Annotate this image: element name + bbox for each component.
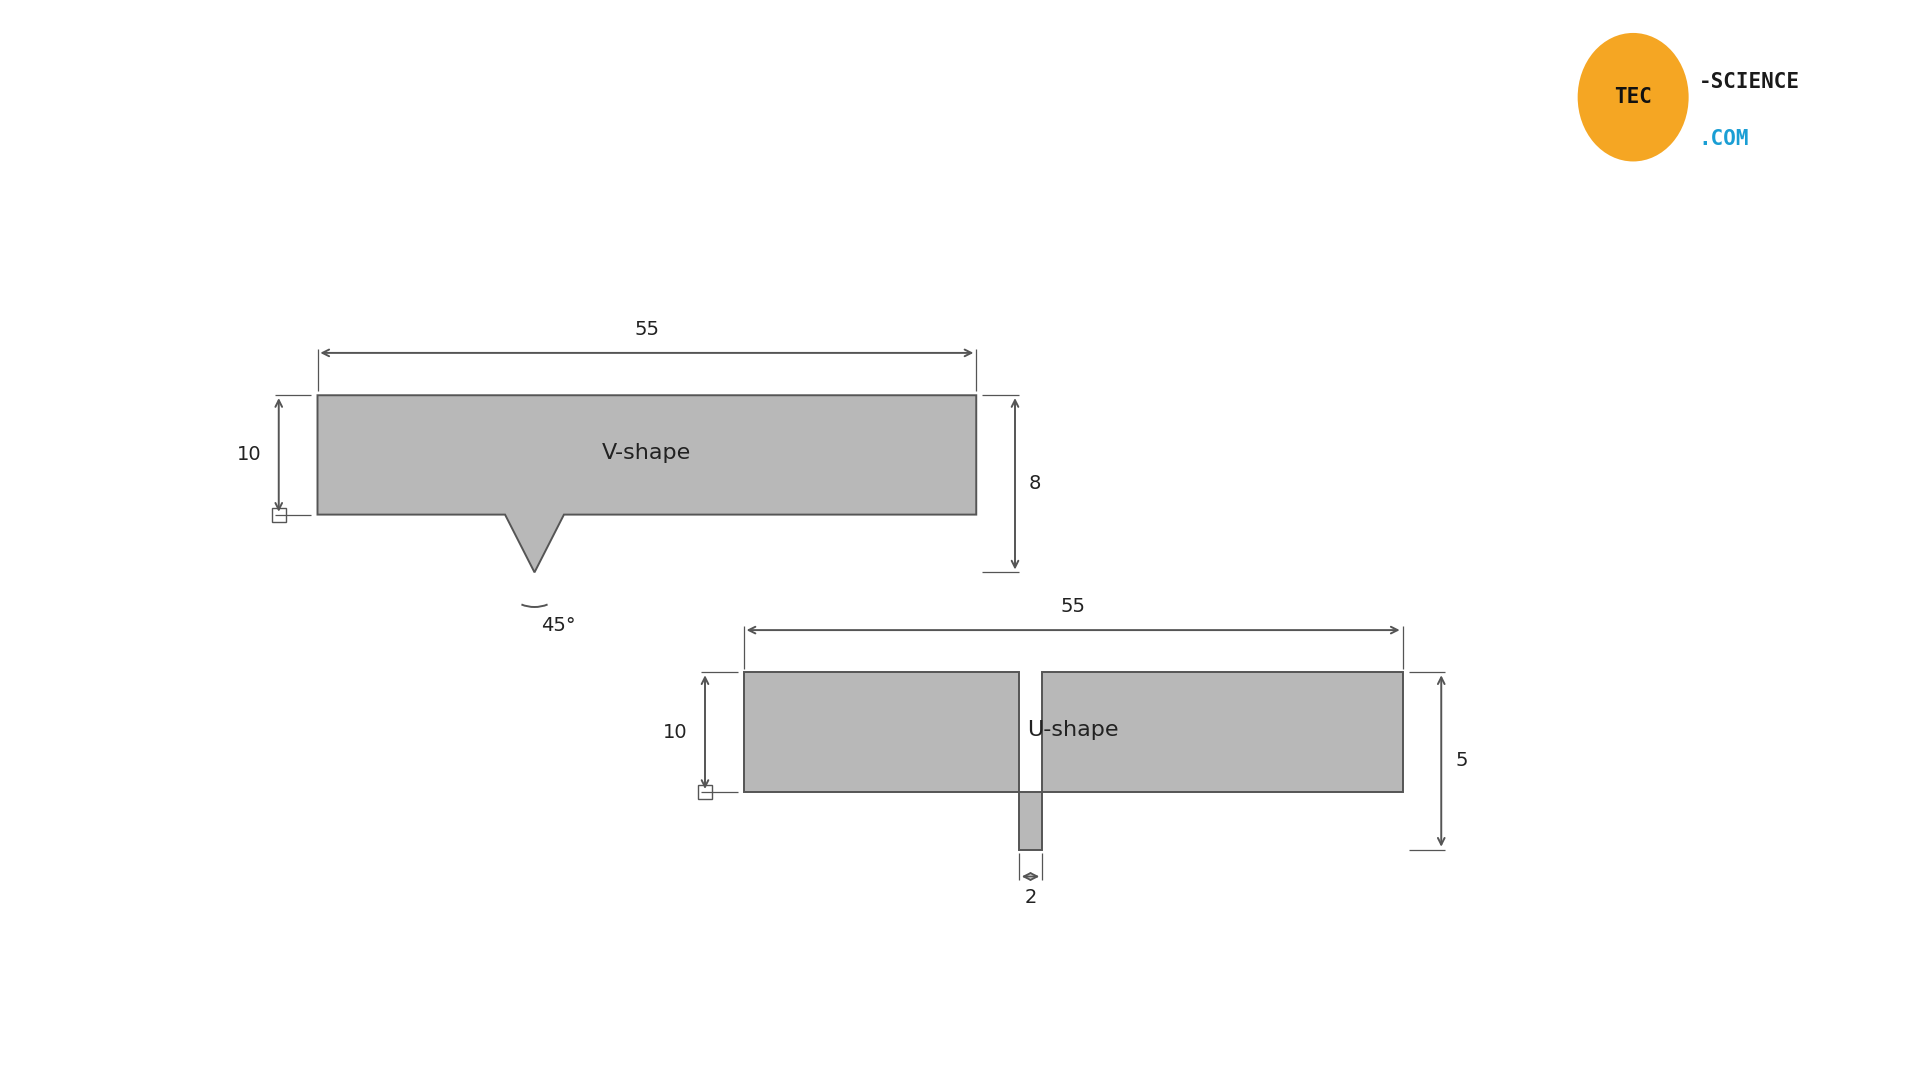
- Text: 45°: 45°: [541, 617, 576, 635]
- Text: U-shape: U-shape: [1027, 720, 1119, 740]
- Text: 55: 55: [634, 320, 659, 339]
- Text: 10: 10: [236, 445, 261, 464]
- Text: V-shape: V-shape: [603, 443, 691, 463]
- Text: 2: 2: [1023, 888, 1037, 907]
- Bar: [273, 508, 286, 522]
- Text: 5: 5: [1455, 752, 1467, 770]
- Text: -SCIENCE: -SCIENCE: [1699, 72, 1799, 92]
- Circle shape: [1578, 32, 1690, 162]
- Text: TEC: TEC: [1615, 87, 1651, 107]
- Polygon shape: [743, 673, 1402, 850]
- Text: 55: 55: [1060, 597, 1085, 617]
- Text: .COM: .COM: [1699, 129, 1749, 149]
- Text: 8: 8: [1029, 474, 1041, 494]
- Text: 10: 10: [662, 723, 687, 742]
- Bar: [699, 785, 712, 799]
- Polygon shape: [317, 395, 975, 572]
